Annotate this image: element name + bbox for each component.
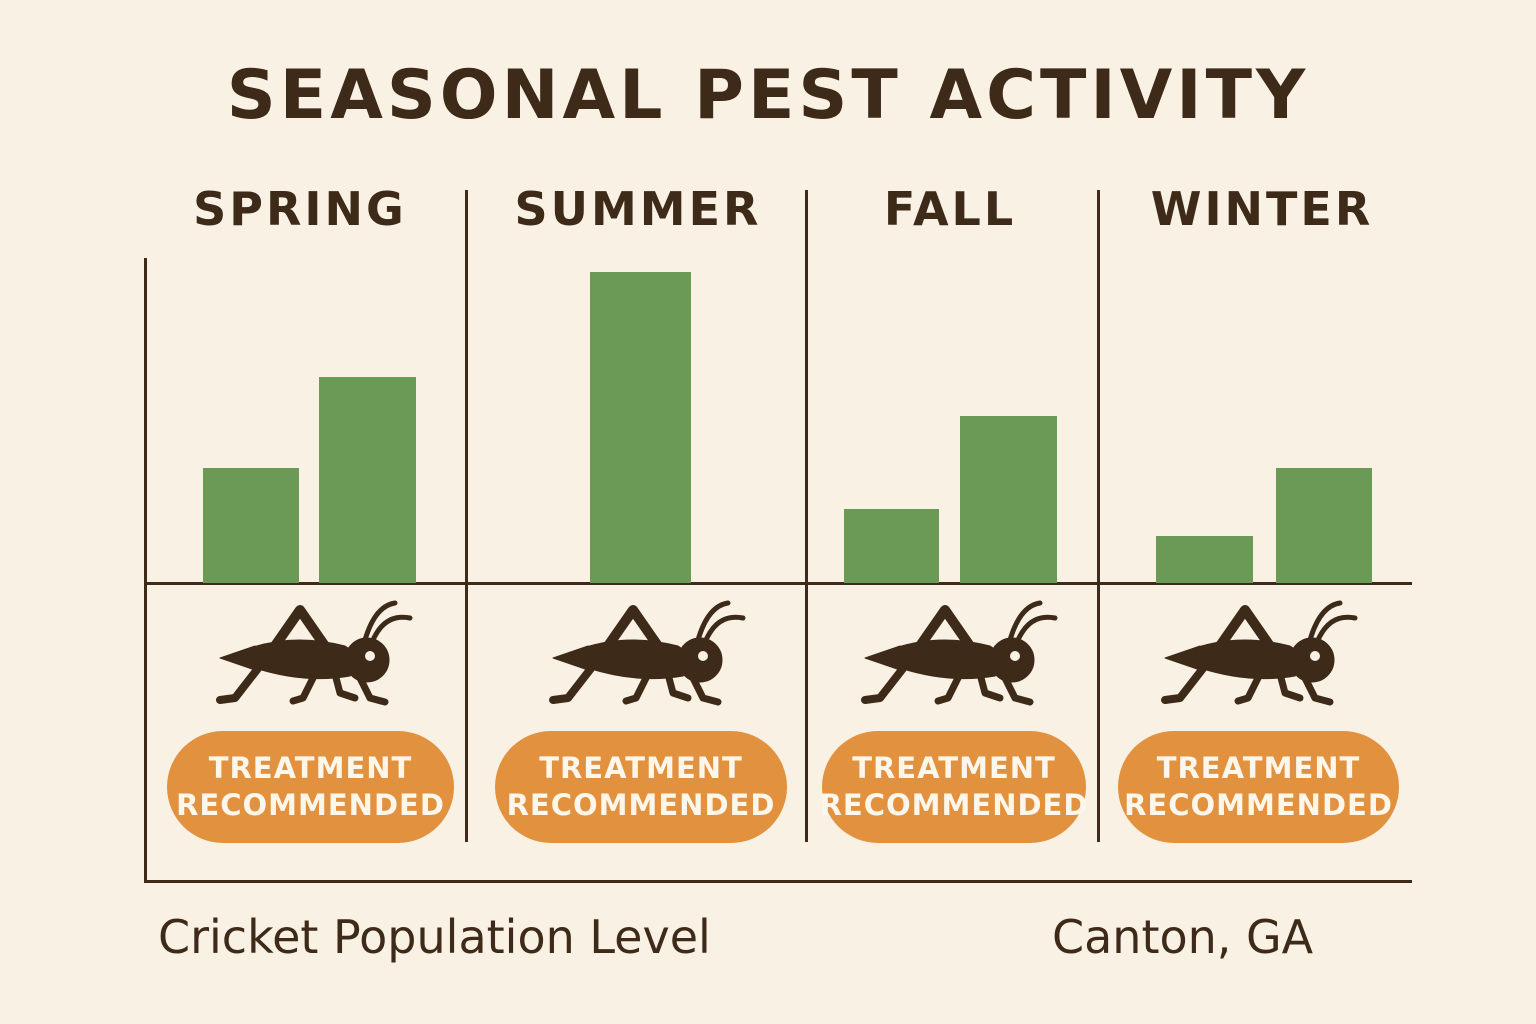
bar-summer-1 [590,272,691,583]
bar-spring-1 [203,468,299,583]
bar-winter-2 [1276,468,1372,583]
season-label-summer: SUMMER [514,182,762,236]
location-label: Canton, GA [1052,910,1314,964]
bar-spring-2 [319,377,416,583]
axis-label: Cricket Population Level [158,910,711,964]
chart-title: SEASONAL PEST ACTIVITY [226,56,1310,135]
cricket-icon [861,600,1058,706]
cricket-icon [1161,600,1358,706]
badge-line-2: RECOMMENDED [176,788,445,822]
badge-line-2: RECOMMENDED [506,788,776,822]
treatment-badge-spring: TREATMENT RECOMMENDED [167,731,454,843]
cricket-icon [216,600,413,706]
bar-fall-1 [844,509,939,583]
baseline [144,582,1412,585]
badge-line-2: RECOMMENDED [1124,788,1393,822]
season-label-spring: SPRING [193,182,407,236]
treatment-badge-summer: TREATMENT RECOMMENDED [495,731,787,843]
y-axis-line [144,258,147,883]
bar-fall-2 [960,416,1057,583]
divider-2 [805,190,808,842]
divider-3 [1097,190,1100,842]
treatment-badge-winter: TREATMENT RECOMMENDED [1118,731,1399,843]
badge-line-1: TREATMENT [1156,751,1361,785]
bar-winter-1 [1156,536,1253,583]
badge-line-1: TREATMENT [539,751,743,785]
badge-line-1: TREATMENT [208,751,413,785]
divider-1 [465,190,468,842]
bottom-line [144,880,1412,883]
season-label-winter: WINTER [1150,182,1374,236]
season-label-fall: FALL [883,182,1017,236]
badge-line-1: TREATMENT [852,751,1056,785]
cricket-icon [549,600,746,706]
badge-line-2: RECOMMENDED [819,788,1089,822]
treatment-badge-fall: TREATMENT RECOMMENDED [819,731,1089,843]
